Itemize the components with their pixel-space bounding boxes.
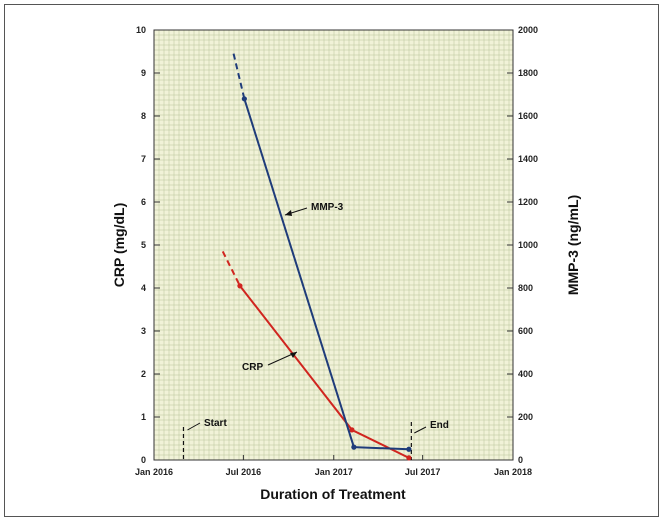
y-tick-label: 9 xyxy=(141,68,146,78)
x-axis-ticks: Jan 2016 Jul 2016 Jan 2017 Jul 2017 Jan 2018 xyxy=(135,455,532,477)
grid-lines xyxy=(154,30,513,460)
y2-tick-label: 1200 xyxy=(518,197,538,207)
y2-tick-label: 0 xyxy=(518,455,523,465)
y-tick-label: 7 xyxy=(141,154,146,164)
y2-axis-title: MMP-3 (ng/mL) xyxy=(565,195,581,295)
crp-dashed-lead-in xyxy=(221,251,241,287)
crp-series-label: CRP xyxy=(242,362,263,373)
x-axis-title: Duration of Treatment xyxy=(260,486,406,502)
y-tick-label: 6 xyxy=(141,197,146,207)
left-axis-ticks: 0 1 2 3 4 5 6 7 8 9 10 xyxy=(136,25,160,465)
y2-tick-label: 1800 xyxy=(518,68,538,78)
y-tick-label: 2 xyxy=(141,369,146,379)
mmp3-leader-arrow xyxy=(285,210,292,216)
y2-tick-label: 600 xyxy=(518,326,533,336)
y2-tick-label: 1600 xyxy=(518,111,538,121)
y-axis-title: CRP (mg/dL) xyxy=(111,203,127,288)
right-axis-ticks: 0 200 400 600 800 1000 1200 1400 1600 1800 2000 xyxy=(507,25,538,465)
y2-tick-label: 800 xyxy=(518,283,533,293)
y2-tick-label: 400 xyxy=(518,369,533,379)
y2-tick-label: 1000 xyxy=(518,240,538,250)
start-leader-line xyxy=(187,422,201,431)
x-tick-label: Jul 2017 xyxy=(405,467,441,477)
start-label: Start xyxy=(204,418,227,429)
x-tick-label: Jan 2017 xyxy=(315,467,353,477)
data-series xyxy=(221,53,412,461)
end-leader-line xyxy=(414,426,427,434)
crp-point xyxy=(406,455,412,461)
end-label: End xyxy=(430,420,449,431)
crp-point xyxy=(349,427,355,433)
annotations: MMP-3 CRP xyxy=(242,202,344,373)
y-tick-label: 10 xyxy=(136,25,146,35)
y-tick-label: 8 xyxy=(141,111,146,121)
crp-leader-arrow xyxy=(290,352,297,358)
crp-point xyxy=(237,283,243,289)
y-tick-label: 4 xyxy=(141,283,146,293)
y-tick-label: 3 xyxy=(141,326,146,336)
x-tick-label: Jan 2016 xyxy=(135,467,173,477)
y-tick-label: 0 xyxy=(141,455,146,465)
mmp-3-point xyxy=(351,444,357,450)
y2-tick-label: 200 xyxy=(518,412,533,422)
y-tick-label: 5 xyxy=(141,240,146,250)
mmp3-series-label: MMP-3 xyxy=(311,202,344,213)
y-tick-label: 1 xyxy=(141,412,146,422)
y2-tick-label: 1400 xyxy=(518,154,538,164)
mmp-3-point xyxy=(406,446,412,452)
event-markers: Start End xyxy=(182,418,449,460)
x-tick-label: Jan 2018 xyxy=(494,467,532,477)
mmp-3-dashed-lead-in xyxy=(232,53,246,100)
y2-tick-label: 2000 xyxy=(518,25,538,35)
x-tick-label: Jul 2016 xyxy=(226,467,262,477)
mmp-3-point xyxy=(241,96,247,102)
